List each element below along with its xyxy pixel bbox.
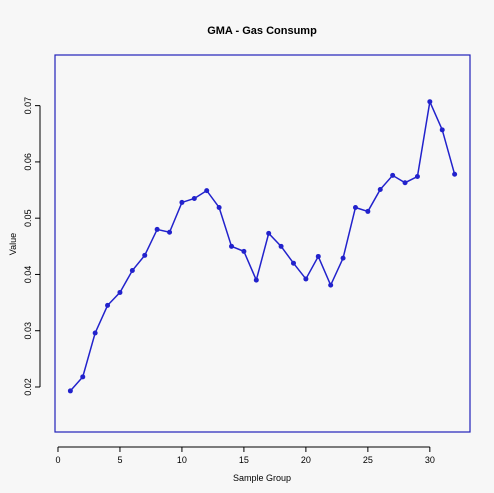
y-tick-label: 0.07 (23, 97, 33, 115)
data-point (67, 388, 73, 394)
data-line (69, 99, 456, 392)
x-tick-label: 5 (117, 455, 122, 465)
x-tick-label: 25 (363, 455, 373, 465)
plot-frame (54, 54, 471, 433)
data-point (303, 276, 309, 282)
y-axis-label: Value (8, 233, 18, 255)
data-point (278, 243, 284, 249)
data-point (216, 204, 222, 210)
y-tick-label: 0.02 (23, 378, 33, 396)
data-point (253, 277, 259, 283)
data-point (241, 248, 247, 254)
x-tick-label: 10 (177, 455, 187, 465)
data-point (402, 180, 408, 186)
data-point (377, 186, 383, 192)
x-axis-label: Sample Group (233, 473, 291, 483)
data-point (328, 282, 334, 288)
data-point (92, 330, 98, 336)
y-tick-label: 0.06 (23, 153, 33, 171)
x-tick-label: 0 (55, 455, 60, 465)
x-tick-label: 30 (425, 455, 435, 465)
data-point (266, 230, 272, 236)
data-point (117, 289, 123, 295)
data-point (439, 127, 445, 133)
data-point (191, 195, 197, 201)
chart-title: GMA - Gas Consump (207, 25, 317, 37)
y-tick-label: 0.05 (23, 209, 33, 227)
data-point (427, 99, 433, 105)
data-point (229, 243, 235, 249)
y-tick-label: 0.03 (23, 322, 33, 340)
data-point (390, 172, 396, 178)
data-point (352, 204, 358, 210)
data-point (129, 268, 135, 274)
data-point (452, 171, 458, 177)
data-point (340, 255, 346, 261)
x-tick-label: 15 (239, 455, 249, 465)
data-point (105, 302, 111, 308)
data-point (315, 253, 321, 259)
data-point (204, 188, 210, 194)
data-point (290, 260, 296, 266)
x-tick-label: 20 (301, 455, 311, 465)
data-point (179, 199, 185, 205)
data-point (167, 229, 173, 235)
data-point (154, 226, 160, 232)
data-point (142, 252, 148, 258)
y-tick-label: 0.04 (23, 266, 33, 284)
data-point (80, 374, 86, 380)
data-point (414, 174, 420, 180)
data-point (365, 208, 371, 214)
